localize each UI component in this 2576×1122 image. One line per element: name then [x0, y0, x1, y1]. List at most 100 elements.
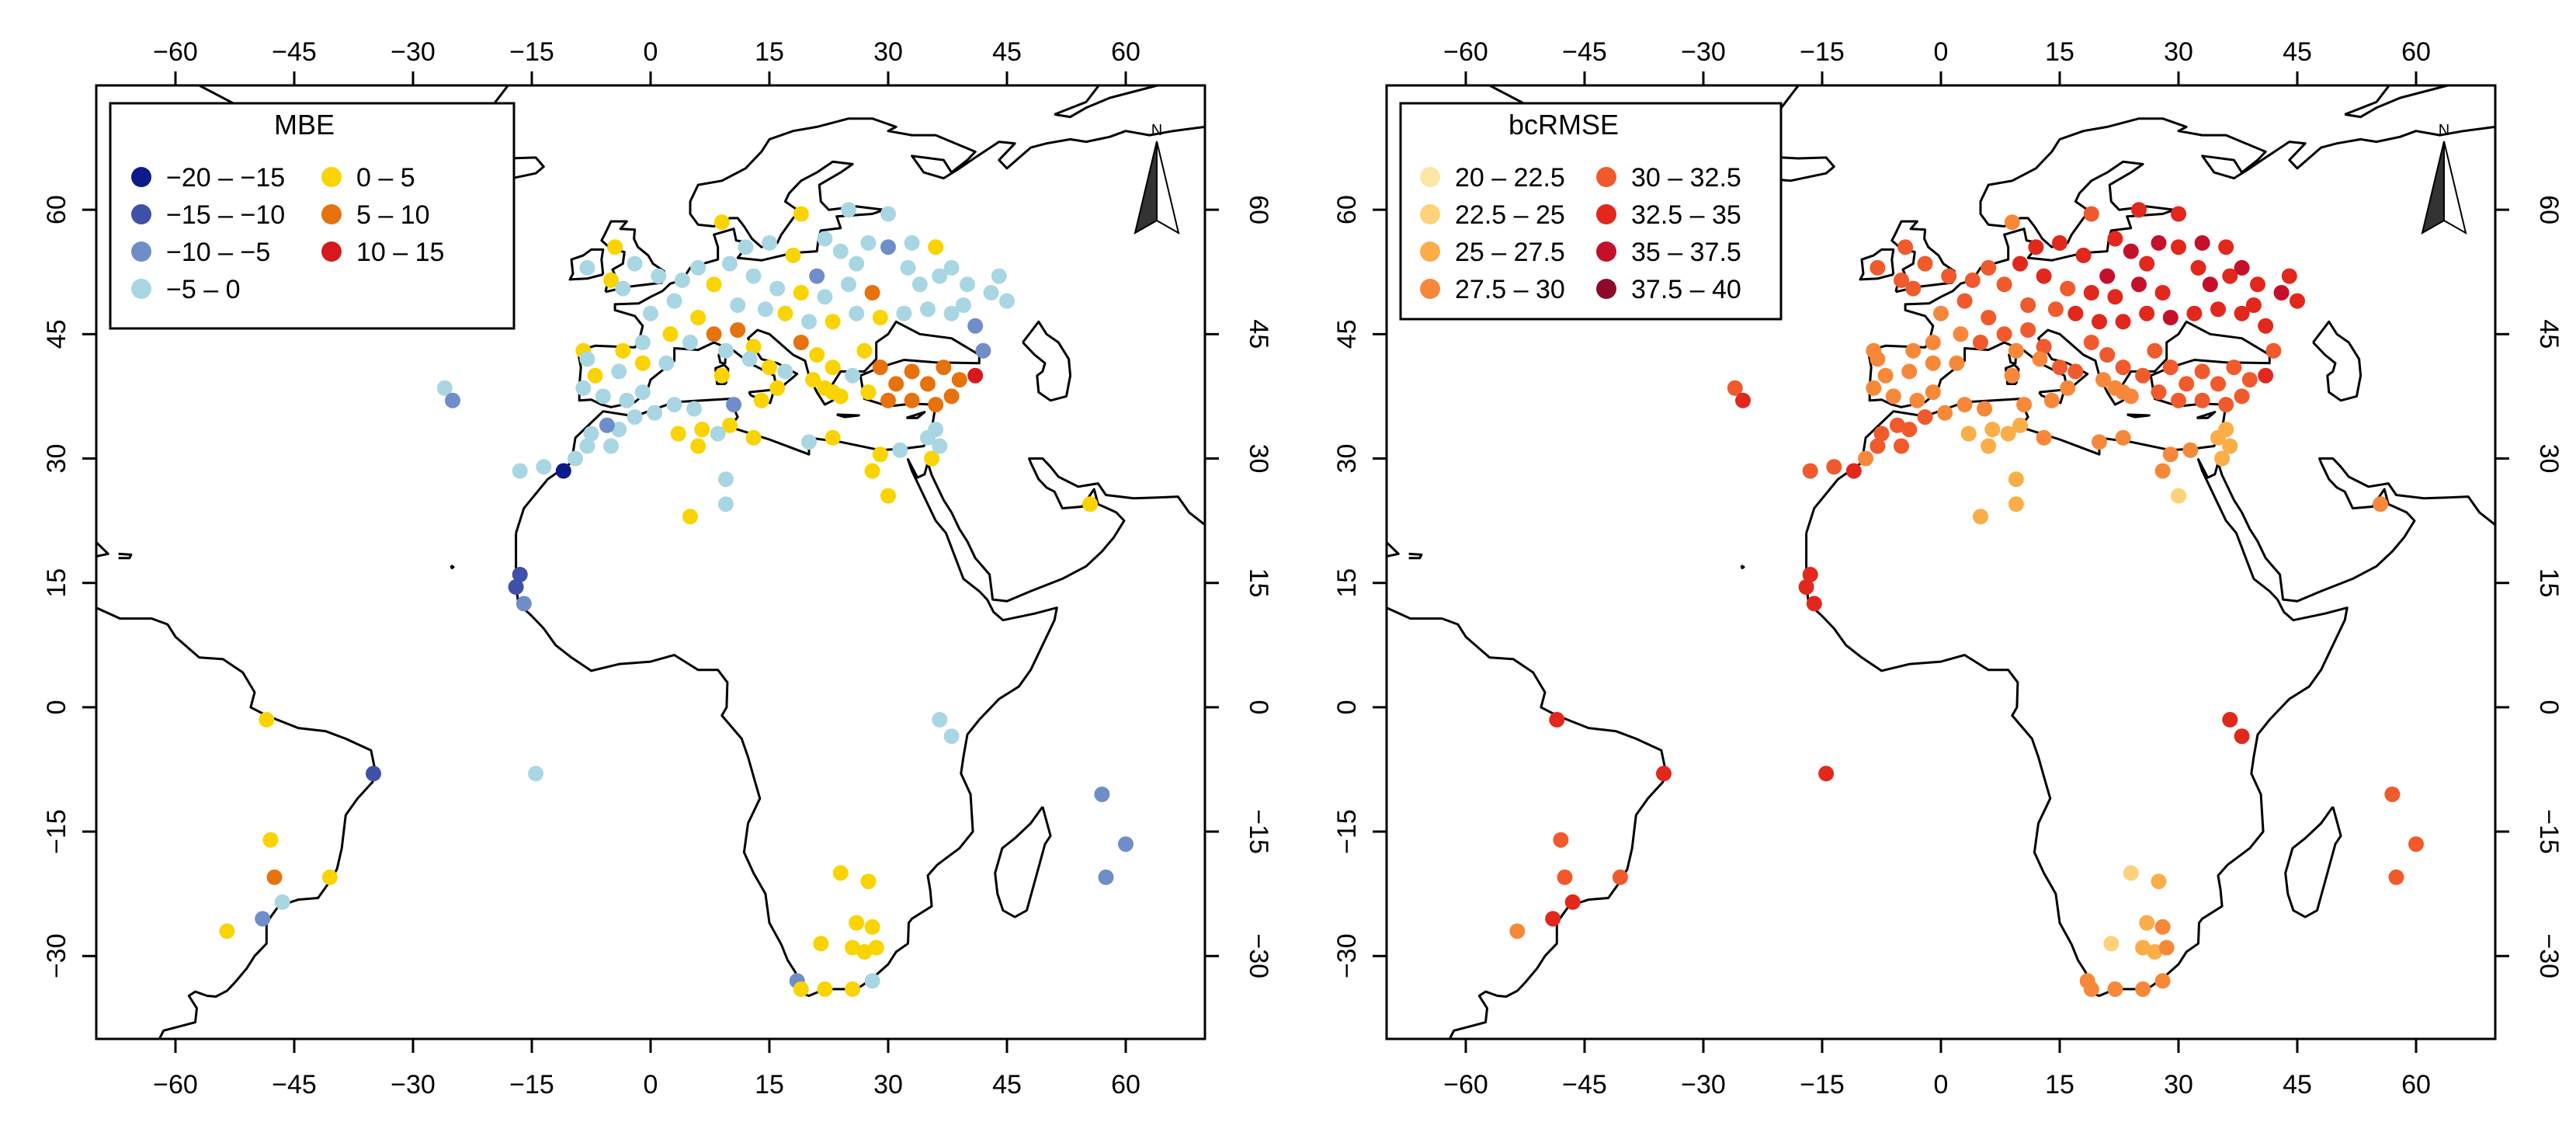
station-point — [634, 384, 651, 401]
station-point — [2158, 940, 2175, 956]
station-point — [2043, 392, 2060, 408]
station-point — [1549, 711, 1565, 728]
station-point — [603, 272, 619, 288]
station-point — [2258, 367, 2274, 384]
station-point — [777, 363, 793, 380]
station-point — [813, 936, 829, 952]
station-point — [928, 422, 944, 438]
station-point — [1082, 496, 1099, 512]
coastline — [1054, 85, 1161, 119]
station-point — [717, 471, 734, 488]
legend-item: 27.5 – 30 — [1420, 275, 1565, 304]
station-point — [2162, 310, 2178, 325]
legend-label: 20 – 22.5 — [1455, 163, 1565, 193]
station-point — [999, 293, 1015, 309]
station-point — [991, 268, 1007, 284]
station-point — [321, 869, 338, 885]
station-point — [512, 567, 528, 582]
station-point — [2036, 268, 2052, 284]
station-point — [2194, 392, 2210, 408]
y-tick-label: −30 — [1244, 933, 1273, 978]
legend-label: 10 – 15 — [356, 238, 444, 267]
y-tick-label: −15 — [1332, 809, 1362, 854]
station-point — [2147, 342, 2163, 359]
y-tick-label: −15 — [1244, 809, 1273, 854]
station-point — [841, 276, 856, 293]
x-tick-label: −30 — [1681, 1070, 1726, 1099]
station-point — [611, 363, 627, 380]
x-tick-label: −45 — [1562, 37, 1607, 67]
station-point — [1870, 259, 1886, 276]
legend: MBE −20 – −15 −15 – −10 −10 – −5 −5 – 0 … — [109, 102, 516, 330]
x-tick-label: 0 — [644, 1070, 658, 1099]
station-point — [2123, 243, 2139, 259]
coastline — [836, 413, 860, 419]
x-tick-label: −15 — [509, 1070, 554, 1099]
station-point — [832, 865, 849, 881]
station-point — [2012, 417, 2028, 433]
station-point — [2273, 285, 2290, 300]
station-point — [2218, 422, 2234, 438]
station-point — [579, 438, 595, 454]
station-point — [932, 268, 948, 284]
station-point — [2107, 981, 2123, 997]
station-point — [1894, 438, 1909, 454]
station-point — [2384, 787, 2401, 802]
station-point — [1956, 397, 1973, 413]
station-point — [2222, 711, 2238, 728]
station-point — [722, 417, 738, 433]
y-tick-label: −30 — [42, 933, 71, 978]
station-point — [1925, 335, 1941, 350]
station-point — [568, 450, 584, 467]
station-point — [436, 380, 453, 396]
coastline — [96, 606, 377, 1039]
station-points — [1509, 202, 2424, 997]
legend-item: −5 – 0 — [131, 275, 240, 304]
station-point — [1870, 438, 1886, 454]
station-point — [2139, 915, 2155, 931]
station-point — [753, 392, 769, 408]
station-point — [2020, 297, 2036, 313]
station-point — [920, 376, 936, 392]
coastline — [1805, 117, 2495, 534]
station-point — [2162, 446, 2178, 463]
station-point — [717, 342, 734, 359]
station-point — [2210, 376, 2226, 392]
station-point — [936, 360, 952, 376]
station-point — [900, 259, 916, 276]
station-point — [1905, 342, 1922, 359]
station-point — [615, 280, 631, 297]
y-tick-label: 30 — [2534, 444, 2564, 474]
station-point — [2281, 268, 2297, 284]
station-point — [647, 405, 663, 421]
station-point — [845, 981, 861, 997]
station-point — [762, 234, 777, 251]
north-arrow-icon: N — [2421, 122, 2467, 235]
station-point — [928, 397, 944, 413]
station-point — [1557, 869, 1573, 885]
x-tick-label: 60 — [2401, 37, 2431, 67]
station-point — [651, 268, 667, 284]
x-tick-label: −45 — [1562, 1070, 1607, 1099]
station-point — [738, 239, 754, 255]
station-point — [2083, 285, 2099, 300]
y-tick-label: 0 — [1244, 700, 1273, 714]
station-point — [1925, 384, 1941, 401]
station-point — [1845, 463, 1862, 479]
station-point — [2139, 305, 2155, 321]
coastline — [1408, 552, 1423, 560]
station-point — [769, 280, 786, 297]
station-point — [710, 426, 726, 442]
station-point — [2060, 280, 2076, 297]
station-point — [801, 314, 817, 330]
station-point — [2265, 342, 2282, 359]
station-point — [943, 259, 960, 276]
station-point — [1656, 766, 1672, 782]
station-point — [1960, 426, 1977, 442]
station-point — [690, 438, 706, 454]
station-point — [262, 832, 279, 848]
y-tick-label: 45 — [2534, 319, 2564, 349]
x-tick-label: 30 — [2164, 37, 2193, 67]
station-point — [2194, 363, 2210, 380]
station-point — [706, 276, 722, 293]
